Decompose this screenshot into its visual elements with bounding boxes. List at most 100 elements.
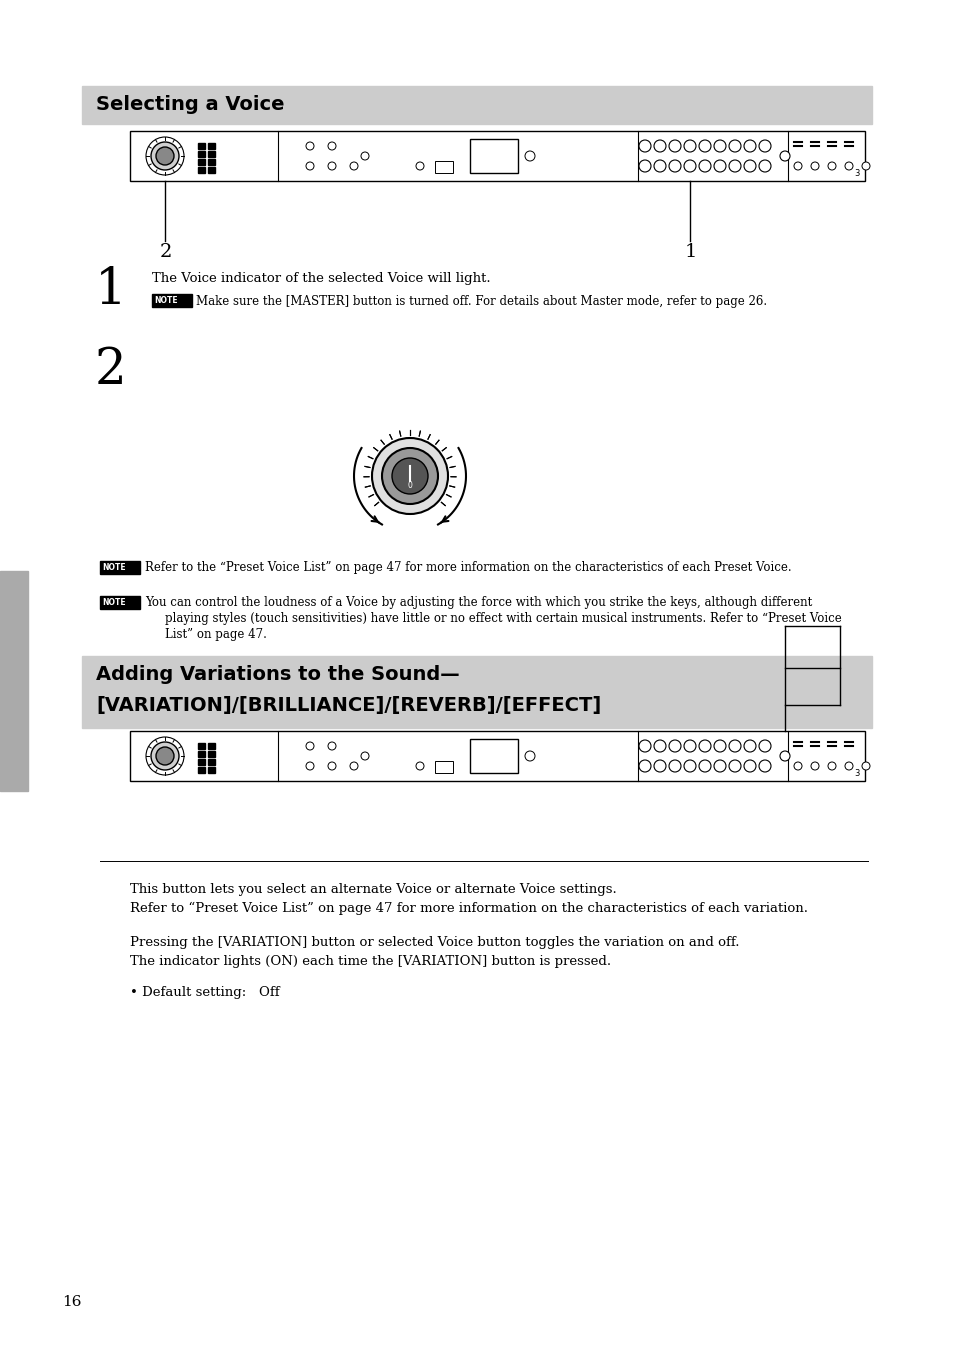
Bar	[198, 168, 205, 173]
Text: playing styles (touch sensitivities) have little or no effect with certain music: playing styles (touch sensitivities) hav…	[165, 612, 841, 626]
Circle shape	[683, 159, 696, 172]
Text: List” on page 47.: List” on page 47.	[165, 628, 267, 640]
Text: Make sure the [MASTER] button is turned off. For details about Master mode, refe: Make sure the [MASTER] button is turned …	[195, 295, 766, 308]
Circle shape	[306, 162, 314, 170]
Bar	[82, 86, 871, 124]
Text: 2: 2	[95, 346, 127, 396]
Bar	[82, 657, 871, 728]
Circle shape	[759, 761, 770, 771]
Circle shape	[156, 147, 173, 165]
Circle shape	[728, 141, 740, 153]
Text: Pressing the [VARIATION] button or selected Voice button toggles the variation o: Pressing the [VARIATION] button or selec…	[130, 936, 739, 948]
Circle shape	[683, 141, 696, 153]
Bar	[435, 161, 453, 173]
Text: 3: 3	[854, 769, 859, 778]
Bar	[130, 131, 864, 181]
Circle shape	[699, 740, 710, 753]
Circle shape	[306, 742, 314, 750]
Circle shape	[810, 162, 818, 170]
Bar	[208, 168, 214, 173]
Circle shape	[699, 159, 710, 172]
Circle shape	[793, 162, 801, 170]
Circle shape	[810, 762, 818, 770]
Bar	[100, 561, 140, 574]
Circle shape	[780, 751, 789, 761]
Circle shape	[639, 141, 650, 153]
Circle shape	[328, 762, 335, 770]
Bar	[0, 571, 28, 790]
Bar	[435, 761, 453, 773]
Circle shape	[759, 159, 770, 172]
Text: 16: 16	[62, 1296, 81, 1309]
Circle shape	[360, 753, 369, 761]
Bar	[198, 743, 205, 748]
Bar	[208, 143, 214, 149]
Circle shape	[668, 740, 680, 753]
Circle shape	[728, 740, 740, 753]
Circle shape	[381, 449, 437, 504]
Circle shape	[363, 430, 456, 523]
Circle shape	[683, 761, 696, 771]
Circle shape	[328, 742, 335, 750]
Circle shape	[360, 153, 369, 159]
Circle shape	[668, 159, 680, 172]
Circle shape	[780, 151, 789, 161]
Bar	[208, 159, 214, 165]
Circle shape	[759, 740, 770, 753]
Circle shape	[713, 141, 725, 153]
Bar	[208, 151, 214, 157]
Circle shape	[668, 141, 680, 153]
Circle shape	[793, 762, 801, 770]
Circle shape	[639, 159, 650, 172]
Circle shape	[639, 761, 650, 771]
Circle shape	[156, 747, 173, 765]
Text: Refer to the “Preset Voice List” on page 47 for more information on the characte: Refer to the “Preset Voice List” on page…	[145, 561, 791, 574]
Circle shape	[844, 762, 852, 770]
Bar	[198, 143, 205, 149]
Circle shape	[328, 142, 335, 150]
Circle shape	[743, 159, 755, 172]
Circle shape	[862, 762, 869, 770]
Circle shape	[683, 740, 696, 753]
Text: Selecting a Voice: Selecting a Voice	[96, 96, 284, 115]
Circle shape	[372, 438, 448, 513]
Text: Adding Variations to the Sound—: Adding Variations to the Sound—	[96, 665, 459, 684]
Circle shape	[743, 141, 755, 153]
Circle shape	[306, 142, 314, 150]
Text: NOTE: NOTE	[102, 598, 126, 607]
Text: The Voice indicator of the selected Voice will light.: The Voice indicator of the selected Voic…	[152, 272, 490, 285]
Bar	[198, 751, 205, 757]
Circle shape	[350, 762, 357, 770]
Circle shape	[827, 762, 835, 770]
Bar	[208, 743, 214, 748]
Circle shape	[328, 162, 335, 170]
Circle shape	[743, 761, 755, 771]
Bar	[198, 151, 205, 157]
Circle shape	[654, 141, 665, 153]
Bar	[152, 295, 192, 307]
Circle shape	[639, 740, 650, 753]
Circle shape	[668, 761, 680, 771]
Circle shape	[416, 162, 423, 170]
Text: [VARIATION]/[BRILLIANCE]/[REVERB]/[EFFECT]: [VARIATION]/[BRILLIANCE]/[REVERB]/[EFFEC…	[96, 697, 600, 716]
Circle shape	[699, 761, 710, 771]
Bar	[208, 751, 214, 757]
Circle shape	[743, 740, 755, 753]
Text: This button lets you select an alternate Voice or alternate Voice settings.: This button lets you select an alternate…	[130, 884, 616, 896]
Circle shape	[524, 751, 535, 761]
Circle shape	[844, 162, 852, 170]
Circle shape	[699, 141, 710, 153]
Bar	[470, 139, 517, 173]
Circle shape	[713, 740, 725, 753]
Circle shape	[151, 142, 179, 170]
Text: 0: 0	[407, 481, 412, 489]
Text: You can control the loudness of a Voice by adjusting the force with which you st: You can control the loudness of a Voice …	[145, 596, 811, 609]
Text: The indicator lights (ON) each time the [VARIATION] button is pressed.: The indicator lights (ON) each time the …	[130, 955, 611, 969]
Bar	[198, 767, 205, 773]
Text: 3: 3	[854, 169, 859, 178]
Text: NOTE: NOTE	[102, 563, 126, 571]
Circle shape	[654, 740, 665, 753]
Circle shape	[524, 151, 535, 161]
Circle shape	[654, 159, 665, 172]
Text: Refer to “Preset Voice List” on page 47 for more information on the characterist: Refer to “Preset Voice List” on page 47 …	[130, 902, 807, 915]
